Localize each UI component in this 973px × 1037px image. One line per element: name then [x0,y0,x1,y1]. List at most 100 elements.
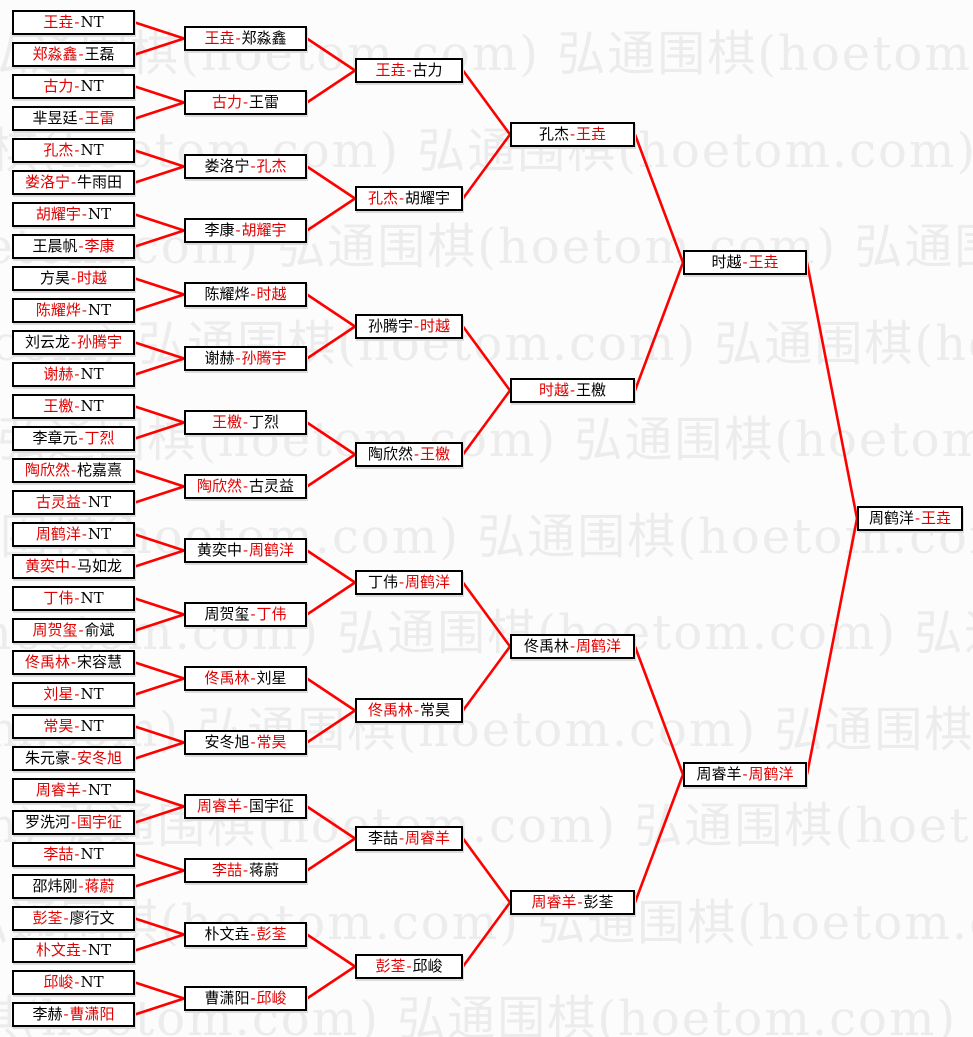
player-left: 彭荃 [375,957,406,975]
connector-line [134,165,185,184]
player-left: 周鹤洋 [35,525,81,543]
dash-separator: - [406,61,412,79]
match-r3-5: 丁伟 - 周鹤洋 [355,570,463,595]
player-right: 孙腾宇 [77,333,123,351]
player-left: 李喆 [367,829,398,847]
connector-line [306,677,356,712]
dash-separator: - [81,493,87,511]
connector-line [134,869,185,888]
connector-line [134,293,185,312]
connector-line [461,645,512,712]
connector-line [134,213,185,232]
player-left: 周贺玺 [32,621,78,639]
player-right: NT [80,845,104,863]
player-right: NT [87,493,112,511]
connector-line [306,837,356,872]
connector-line [306,37,356,72]
player-left: 娄洛宁 [24,173,70,191]
player-right: 俞斌 [84,621,115,639]
player-right: 周鹤洋 [405,573,451,591]
match-r4-4: 周睿羊 - 彭荃 [510,890,635,915]
player-left: 王檄 [211,413,242,431]
player-right: 周鹤洋 [748,765,794,783]
player-right: NT [87,941,112,959]
player-left: 孔杰 [43,141,74,159]
match-r3-8: 彭荃 - 邱峻 [355,954,463,979]
match-r2-12: 安冬旭 - 常昊 [184,730,307,755]
player-left: 谢赫 [204,349,235,367]
watermark-text: 弘通围棋(hoetom.com) 弘通围棋(hoetom.com) 弘通围棋(h… [0,798,973,854]
player-left: 佟禹林 [523,637,569,655]
match-r1-13: 王檄 - NT [12,394,135,419]
dash-separator: - [242,413,249,431]
player-right: NT [87,205,112,223]
match-r1-6: 娄洛宁 - 牛雨田 [12,170,135,195]
connector-line [134,421,185,440]
player-right: 王垚 [921,509,952,527]
player-left: 朴文垚 [35,941,81,959]
match-r6-1: 周鹤洋 - 王垚 [857,506,963,531]
player-right: 王雷 [249,93,280,111]
player-right: 牛雨田 [77,173,123,191]
match-r2-1: 王垚 - 郑淼鑫 [184,26,307,51]
match-r2-7: 王檄 - 丁烈 [184,410,307,435]
dash-separator: - [398,189,405,207]
match-r4-2: 时越 - 王檄 [510,378,635,403]
player-left: 谢赫 [43,365,74,383]
player-left: 郑淼鑫 [32,45,78,63]
player-right: NT [80,365,104,383]
match-r1-18: 黄奕中 - 马如龙 [12,554,135,579]
dash-separator: - [78,237,84,255]
player-left: 朱元豪 [24,749,70,767]
dash-separator: - [398,573,405,591]
player-left: 黄奕中 [24,557,70,575]
match-r1-23: 常昊 - NT [12,714,135,739]
player-right: 周鹤洋 [576,637,622,655]
match-r1-8: 王晨帆 - 李康 [12,234,135,259]
dash-separator: - [63,1005,69,1023]
player-left: 王垚 [375,61,406,79]
dash-separator: - [74,717,80,735]
dash-separator: - [235,349,241,367]
dash-separator: - [406,957,412,975]
watermark-text: 弘通围棋(hoetom.com) 弘通围棋(hoetom.com) 弘通围棋(h… [0,315,973,372]
connector-line [134,85,185,104]
connector-line [134,917,185,936]
match-r1-12: 谢赫 - NT [12,362,135,387]
player-left: 娄洛宁 [204,157,250,175]
player-right: 彭荃 [256,925,287,943]
connector-line [134,357,185,376]
connector-line [134,469,185,488]
connector-line [306,421,356,456]
connector-line [306,453,356,488]
connector-line [461,133,512,200]
player-right: 李康 [84,237,115,255]
dash-separator: - [74,397,80,415]
match-r1-10: 陈耀烨 - NT [12,298,135,323]
match-r3-6: 佟禹林 - 常昊 [355,698,463,723]
player-left: 周睿羊 [696,765,742,783]
dash-separator: - [250,733,256,751]
connector-line [134,341,185,360]
match-r2-6: 谢赫 - 孙腾宇 [184,346,307,371]
connector-line [134,933,185,952]
player-right: NT [80,77,104,95]
connector-line [633,646,685,775]
player-right: NT [80,973,104,991]
player-left: 邵炜刚 [32,877,78,895]
match-r1-11: 刘云龙 - 孙腾宇 [12,330,135,355]
dash-separator: - [242,861,249,879]
dash-separator: - [70,461,77,479]
player-left: 孔杰 [538,125,569,143]
connector-line [633,134,685,263]
connector-line [306,325,356,360]
connector-line [134,853,185,872]
match-r1-30: 朴文垚 - NT [12,938,135,963]
connector-line [306,581,356,616]
match-r1-9: 方昊 - 时越 [12,266,135,291]
player-right: 廖行文 [69,909,115,927]
match-r1-16: 古灵益 - NT [12,490,135,515]
player-right: 国宇征 [77,813,123,831]
watermark-text: 弘通围棋(hoetom.com) 弘通围棋(hoetom.com) 弘通围棋(h… [0,991,973,1037]
player-right: 王垚 [576,125,607,143]
